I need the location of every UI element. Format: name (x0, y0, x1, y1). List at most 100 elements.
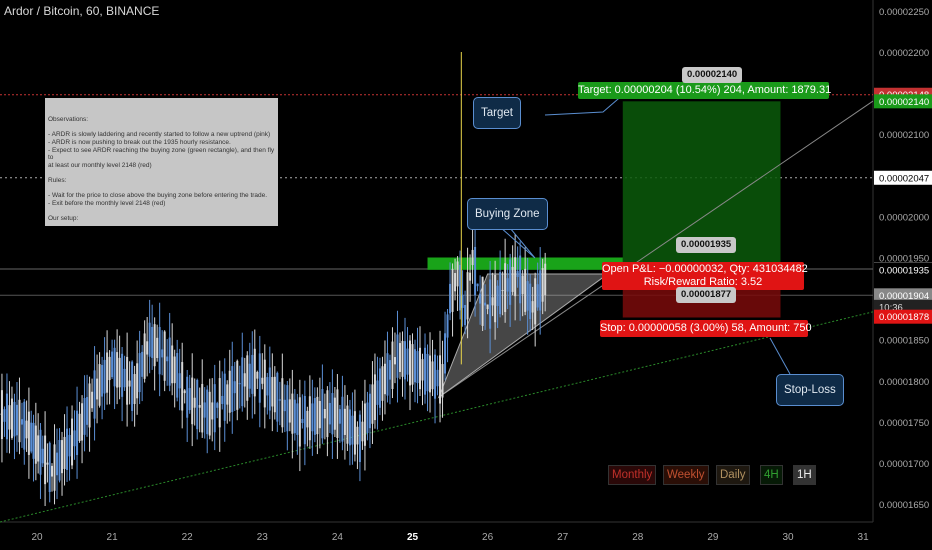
candle-body (444, 333, 447, 374)
candle-body (18, 399, 21, 443)
note-line: - Wait for the price to close above the … (48, 192, 268, 200)
candle-body (8, 405, 11, 430)
price-marker-label: 0.00002047 (879, 173, 929, 184)
candle-body (206, 389, 209, 435)
candle-body (121, 353, 124, 397)
timeframe-weekly[interactable]: Weekly (663, 465, 709, 485)
candle-body (228, 370, 231, 413)
time-tick-label: 23 (257, 532, 269, 543)
price-tick-label: 0.00001750 (879, 418, 929, 429)
price-marker-stop (874, 309, 932, 324)
uptrend-line (0, 311, 874, 523)
ascending-triangle (437, 273, 610, 399)
candle-body (191, 377, 194, 425)
note-line: Observations: (48, 116, 89, 124)
candle-body (526, 281, 529, 311)
candle-body (10, 398, 13, 438)
time-tick-label: 28 (632, 532, 644, 543)
candle-body (233, 381, 236, 394)
candle-body (193, 397, 196, 408)
target-label: Target: 0.00000204 (10.54%) 204, Amount:… (578, 82, 831, 99)
candle-body (424, 347, 427, 395)
candle-body (188, 388, 191, 411)
candle-body (459, 264, 462, 311)
timeframe-monthly[interactable]: Monthly (608, 465, 657, 485)
price-marker-label: 0.00001935 (879, 265, 929, 276)
candle-body (151, 326, 154, 358)
buying-zone-callout: Buying Zone (467, 198, 548, 230)
candle-body (431, 361, 434, 390)
candle-body (286, 385, 289, 432)
candle-body (516, 270, 519, 277)
candle-body (544, 263, 547, 296)
price-marker-entry (874, 262, 932, 277)
candle-body (81, 403, 84, 441)
candle-body (406, 348, 409, 375)
candle-body (166, 356, 169, 362)
candle-body (454, 273, 457, 292)
candle-body (381, 366, 384, 401)
price-tick-label: 0.00001800 (879, 377, 929, 388)
note-line: - ARDR is now pushing to break out the 1… (48, 138, 231, 146)
candle-body (411, 344, 414, 385)
trend-line (438, 100, 874, 398)
note-line: - Expect to see ARDR reaching the buying… (48, 146, 276, 162)
observations-note: Observations: - ARDR is slowly laddering… (45, 98, 278, 226)
time-tick-label: 22 (182, 532, 194, 543)
candle-body (226, 384, 229, 405)
candle-body (386, 353, 389, 396)
candle-body (514, 257, 517, 297)
candle-body (256, 371, 259, 379)
candle-body (141, 351, 144, 377)
price-marker-price2 (874, 288, 932, 303)
candle-body (86, 397, 89, 425)
candle-body (464, 304, 467, 326)
timeframe-daily[interactable]: Daily (716, 465, 750, 485)
candle-body (356, 426, 359, 445)
price-marker-level-white (874, 170, 932, 185)
candle-body (133, 374, 136, 405)
candle-body (3, 409, 6, 422)
candle-body (333, 397, 336, 430)
candle-body (519, 255, 522, 304)
candle-body (434, 354, 437, 399)
timeframe-4h[interactable]: 4H (760, 465, 783, 485)
candle-body (56, 452, 59, 476)
candle-body (529, 283, 532, 320)
rr-label: Risk/Reward Ratio: 3.52 (643, 276, 763, 288)
candle-body (246, 355, 249, 401)
time-tick-label: 27 (557, 532, 569, 543)
candle-body (303, 395, 306, 445)
candle-body (78, 413, 81, 441)
candle-body (439, 355, 442, 404)
candle-body (449, 283, 452, 314)
candle-body (353, 411, 356, 455)
timeframe-1h[interactable]: 1H (793, 465, 816, 485)
candle-body (98, 364, 101, 406)
candle-body (351, 415, 354, 445)
candle-body (383, 363, 386, 395)
candle-body (5, 393, 8, 440)
candle-body (346, 405, 349, 444)
candle-body (163, 331, 166, 381)
candle-body (318, 400, 321, 429)
candle-body (258, 353, 261, 403)
candle-body (211, 402, 214, 420)
candle-body (396, 334, 399, 378)
candle-body (391, 341, 394, 389)
candle-body (328, 402, 331, 425)
candle-body (296, 403, 299, 435)
candle-body (44, 435, 47, 485)
candle-body (496, 285, 499, 306)
candle-body (143, 333, 146, 379)
candle-body (511, 266, 514, 292)
candle-body (361, 421, 364, 442)
candle-body (373, 374, 376, 421)
candle-body (474, 246, 477, 296)
candle-body (388, 360, 391, 380)
candle-body (321, 389, 324, 439)
candle-body (481, 276, 484, 326)
candle-body (466, 272, 469, 320)
candle-body (479, 293, 482, 304)
time-tick-label: 21 (107, 532, 119, 543)
